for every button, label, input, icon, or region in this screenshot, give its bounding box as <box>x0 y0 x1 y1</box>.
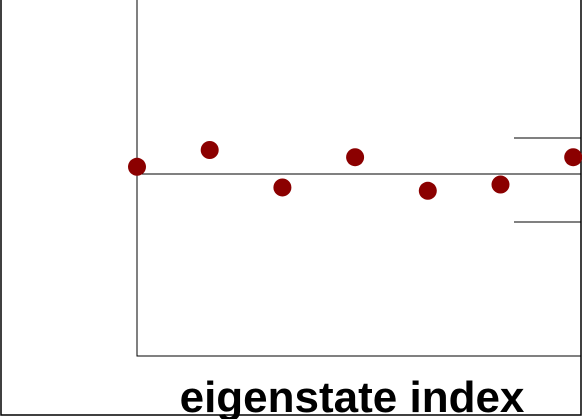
data-point-3 <box>273 178 292 197</box>
data-point-7 <box>564 148 582 167</box>
data-point-6 <box>491 175 510 194</box>
plot-area-frame <box>136 0 582 357</box>
data-point-2 <box>200 141 219 159</box>
data-point-1 <box>128 157 146 176</box>
data-points <box>128 141 582 200</box>
x-axis-label: eigenstate index <box>180 373 525 419</box>
data-point-5 <box>418 181 437 200</box>
data-point-4 <box>346 148 365 167</box>
